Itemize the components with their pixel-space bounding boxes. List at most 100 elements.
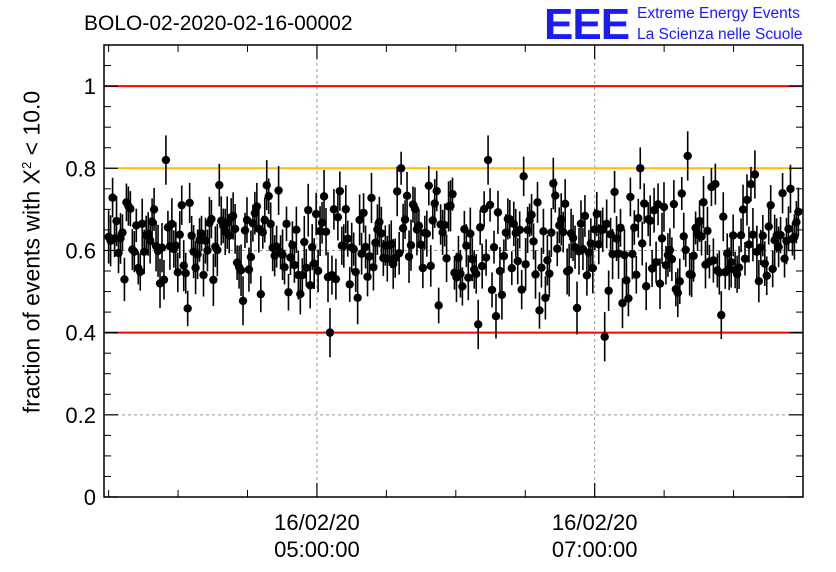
data-point (667, 255, 677, 264)
data-point (468, 255, 477, 264)
data-point (557, 215, 566, 224)
data-point (764, 222, 773, 231)
data-point (345, 280, 354, 289)
data-point (683, 151, 692, 161)
data-point (687, 270, 696, 280)
data-points (104, 131, 803, 362)
data-point (458, 282, 467, 291)
data-point (197, 229, 206, 238)
data-point (126, 204, 135, 213)
logo-line-1: Extreme Energy Events (637, 5, 800, 22)
data-point (647, 264, 657, 273)
data-point (649, 206, 659, 215)
data-point (624, 294, 633, 303)
data-point (738, 205, 748, 214)
data-point (418, 263, 428, 273)
data-point (758, 231, 767, 240)
data-point (367, 193, 376, 203)
data-point (313, 266, 323, 276)
data-point (434, 301, 443, 310)
data-point (120, 275, 129, 284)
data-point (353, 293, 362, 303)
data-point (564, 265, 574, 275)
data-point (717, 310, 726, 320)
data-point (284, 288, 293, 297)
data-point (414, 221, 424, 231)
data-point (446, 201, 455, 211)
data-point (191, 263, 200, 272)
data-point (790, 232, 799, 242)
data-point (600, 332, 609, 341)
data-point (329, 205, 339, 214)
data-point (742, 195, 752, 205)
data-point (529, 237, 538, 246)
data-point (264, 191, 273, 201)
data-point (545, 269, 554, 278)
data-point (689, 251, 698, 261)
data-point (533, 198, 542, 207)
data-point (236, 266, 246, 275)
data-point (274, 186, 283, 195)
data-point (602, 219, 611, 229)
data-point (307, 242, 317, 252)
y-tick-label: 0.8 (65, 156, 96, 181)
data-point (266, 219, 275, 229)
data-point (776, 230, 785, 240)
data-point (560, 199, 570, 209)
data-point (594, 240, 603, 249)
data-point (317, 218, 327, 227)
data-point (778, 189, 787, 198)
data-point (551, 191, 560, 200)
y-tick-label: 1 (84, 74, 96, 99)
data-point (175, 230, 184, 239)
data-point (118, 228, 127, 237)
data-point (501, 228, 511, 237)
data-point (361, 242, 370, 252)
data-point (224, 231, 234, 240)
x-tick-label-date: 16/02/20 (552, 510, 638, 535)
data-point (489, 242, 499, 252)
data-point (325, 328, 335, 337)
data-point (673, 288, 683, 297)
reference-lines (104, 85, 803, 334)
data-point (207, 214, 216, 224)
data-point (659, 202, 669, 212)
data-point (252, 202, 262, 211)
data-point (440, 220, 449, 230)
data-point (679, 232, 688, 241)
data-point (586, 239, 596, 248)
data-point (582, 271, 592, 280)
data-point (711, 179, 720, 189)
data-point (481, 253, 491, 262)
data-point (612, 234, 621, 243)
data-point (258, 228, 267, 237)
data-point (515, 225, 524, 235)
data-point (140, 247, 149, 257)
data-point (641, 282, 651, 291)
data-point (179, 261, 188, 270)
data-point (474, 320, 483, 329)
data-point (744, 240, 754, 249)
data-point (396, 164, 406, 173)
data-point (349, 244, 358, 254)
data-point (728, 231, 738, 240)
logo-line-2: La Scienza nelle Scuole (637, 26, 803, 43)
data-point (464, 273, 473, 282)
data-point (183, 304, 192, 313)
data-point (726, 257, 736, 267)
data-point (736, 231, 746, 240)
data-point (521, 260, 530, 269)
data-point (302, 263, 311, 272)
data-point (290, 260, 299, 270)
data-point (487, 285, 497, 295)
data-point (424, 181, 433, 190)
data-point (369, 263, 378, 272)
data-point (734, 263, 744, 272)
data-point (130, 247, 139, 256)
data-point (784, 224, 793, 234)
data-point (304, 205, 313, 215)
data-point (715, 268, 724, 277)
data-point (740, 254, 750, 263)
data-point (280, 262, 289, 272)
